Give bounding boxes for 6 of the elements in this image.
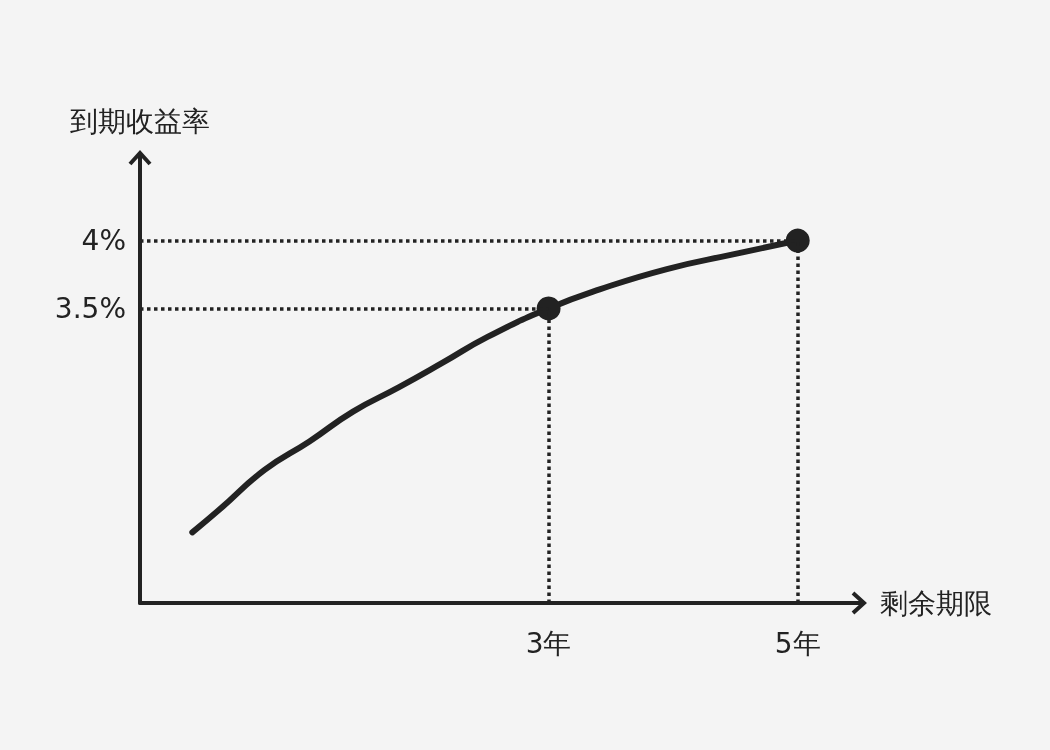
y-tick-label: 3.5%: [54, 291, 126, 325]
x-tick-label: 3年: [525, 626, 572, 660]
y-tick-label: 4%: [81, 224, 126, 258]
x-tick-label: 5年: [774, 626, 821, 660]
x-axis-title: 剩余期限: [880, 586, 992, 620]
y-axis-title: 到期收益率: [70, 104, 210, 138]
